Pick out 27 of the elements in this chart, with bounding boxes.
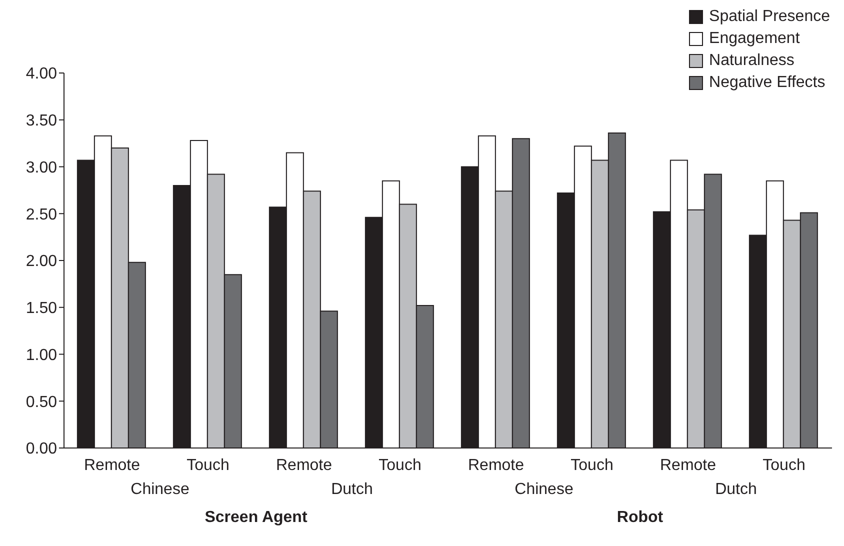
text: Screen Agent (204, 509, 308, 526)
x-tick-label: Remote (468, 457, 524, 474)
x-tick-label: Touch (378, 457, 422, 474)
y-tick-label: 0.50 (26, 394, 58, 411)
legend-label: Naturalness (709, 52, 794, 70)
y-tick-label: 1.00 (26, 346, 58, 364)
text: Chinese (514, 481, 574, 498)
y-tick-label: 4.00 (26, 66, 58, 83)
x-tick-label: Touch (762, 457, 806, 474)
text: Chinese (130, 481, 190, 498)
text: Robot (616, 509, 664, 526)
legend-label: Negative Effects (709, 74, 826, 92)
x-tick-label: Remote (84, 457, 140, 474)
y-tick-label: 2.00 (26, 253, 58, 270)
y-tick-label: 0.00 (26, 440, 58, 458)
text: Dutch (715, 481, 757, 498)
y-tick-label: 2.50 (26, 206, 58, 224)
legend-label: Engagement (709, 30, 800, 48)
y-tick-label: 1.50 (26, 300, 58, 318)
y-tick-label: 3.50 (26, 112, 58, 130)
legend-label: Spatial Presence (709, 8, 830, 26)
x-tick-label: Remote (276, 457, 332, 474)
x-tick-label: Touch (186, 457, 230, 474)
x-tick-label: Remote (660, 457, 716, 474)
x-tick-label: Touch (570, 457, 614, 474)
y-tick-label: 3.00 (26, 159, 58, 176)
text: Dutch (331, 481, 373, 498)
